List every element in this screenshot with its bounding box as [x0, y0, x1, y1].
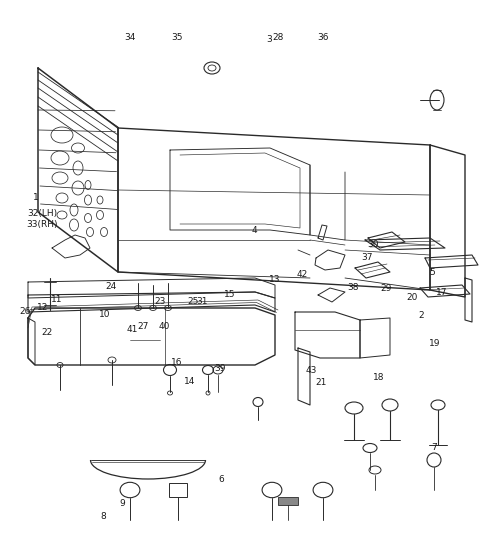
Text: 1: 1	[33, 193, 39, 202]
Text: 3: 3	[266, 35, 272, 44]
Text: 21: 21	[315, 379, 326, 387]
Text: 13: 13	[269, 275, 280, 284]
Text: 6: 6	[218, 475, 224, 484]
Text: 27: 27	[137, 322, 148, 331]
Text: 9: 9	[120, 499, 125, 508]
Text: 7: 7	[432, 443, 437, 452]
Text: 16: 16	[171, 358, 182, 367]
Text: 33(RH): 33(RH)	[26, 220, 58, 229]
Text: 40: 40	[158, 322, 170, 331]
Text: 14: 14	[184, 377, 195, 386]
Text: 31: 31	[196, 298, 207, 306]
Text: 15: 15	[224, 290, 235, 299]
Text: 12: 12	[36, 303, 48, 312]
Bar	[278, 497, 298, 505]
Text: 19: 19	[429, 339, 440, 348]
Text: 34: 34	[124, 33, 135, 42]
Text: 35: 35	[171, 33, 182, 42]
Text: 17: 17	[436, 288, 447, 296]
Text: 37: 37	[361, 253, 372, 262]
Text: 22: 22	[41, 328, 53, 337]
Text: 5: 5	[429, 268, 435, 277]
Text: 8: 8	[100, 512, 106, 521]
Text: 11: 11	[51, 295, 62, 304]
Text: 36: 36	[317, 33, 328, 42]
Text: 20: 20	[406, 293, 418, 302]
Text: 38: 38	[347, 283, 359, 292]
Text: 18: 18	[373, 373, 385, 382]
Text: 25: 25	[187, 298, 199, 306]
Text: 43: 43	[305, 366, 317, 375]
Text: 29: 29	[380, 284, 392, 293]
Text: 30: 30	[368, 240, 379, 249]
Text: 26: 26	[19, 307, 31, 316]
Text: 41: 41	[126, 325, 138, 334]
Text: 4: 4	[252, 226, 257, 235]
Bar	[169, 483, 187, 497]
Text: 42: 42	[297, 270, 308, 279]
Text: 28: 28	[273, 33, 284, 42]
Text: 2: 2	[419, 311, 424, 320]
Text: 39: 39	[214, 364, 226, 372]
Text: 32(LH): 32(LH)	[27, 209, 57, 218]
Text: 23: 23	[154, 298, 166, 306]
Text: 24: 24	[106, 282, 117, 291]
Text: 10: 10	[99, 310, 110, 318]
